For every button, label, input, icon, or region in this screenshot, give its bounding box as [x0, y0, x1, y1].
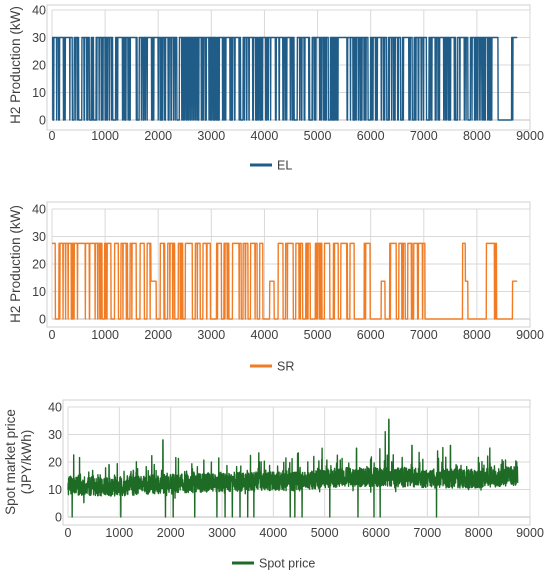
- legend: SR: [250, 360, 294, 374]
- x-tick-label: 1000: [105, 526, 133, 540]
- x-tick-label: 1000: [91, 328, 119, 342]
- y-tick-label: 20: [48, 456, 62, 470]
- series-line-sr: [51, 242, 518, 320]
- y-tick-label: 40: [48, 401, 62, 415]
- y-axis-label: H2 Production (kW): [8, 205, 23, 323]
- x-tick-label: 6000: [357, 328, 385, 342]
- y-tick-label: 0: [39, 114, 46, 128]
- x-tick-label: 3000: [197, 328, 225, 342]
- x-tick-label: 9000: [516, 129, 544, 143]
- x-tick-label: 6000: [357, 129, 385, 143]
- x-tick-label: 0: [49, 328, 56, 342]
- y-tick-label: 30: [32, 230, 46, 244]
- legend-label: EL: [277, 159, 292, 173]
- x-tick-label: 2000: [144, 129, 172, 143]
- x-tick-label: 4000: [251, 129, 279, 143]
- y-tick-label: 0: [39, 313, 46, 327]
- chart-panel-2: 0 10 20 30 40 0 1000 2000 3000 4000 5000 6000 7000 80…: [8, 201, 544, 374]
- y-tick-label: 40: [32, 203, 46, 217]
- series-line-el: [51, 36, 518, 121]
- x-tick-label: 7000: [410, 129, 438, 143]
- x-tick-label: 4000: [251, 328, 279, 342]
- x-tick-label: 7000: [410, 328, 438, 342]
- x-tick-label: 7000: [413, 526, 441, 540]
- y-axis-label: Spot market price(JPY/kWh): [3, 409, 34, 515]
- x-tick-label: 8000: [463, 328, 491, 342]
- x-tick-label: 8000: [465, 526, 493, 540]
- series-line-spot-price: [67, 418, 519, 518]
- x-tick-label: 3000: [197, 129, 225, 143]
- x-tick-label: 4000: [259, 526, 287, 540]
- y-tick-label: 10: [32, 86, 46, 100]
- legend: EL: [250, 159, 292, 173]
- y-tick-label: 20: [32, 258, 46, 272]
- y-tick-label: 30: [48, 428, 62, 442]
- y-tick-label: 30: [32, 31, 46, 45]
- legend: Spot price: [232, 557, 315, 571]
- x-tick-label: 5000: [304, 129, 332, 143]
- x-tick-label: 6000: [362, 526, 390, 540]
- x-tick-label: 9000: [516, 526, 544, 540]
- x-tick-label: 0: [65, 526, 72, 540]
- legend-label: Spot price: [259, 557, 315, 571]
- y-tick-label: 40: [32, 4, 46, 18]
- x-tick-label: 2000: [144, 328, 172, 342]
- y-tick-label: 10: [48, 483, 62, 497]
- legend-label: SR: [277, 360, 294, 374]
- y-tick-label: 10: [32, 285, 46, 299]
- chart-panel-1: 0 10 20 30 40 0 1000 2000 3000 4000 5000 6000 7000 80…: [8, 4, 544, 173]
- x-tick-label: 5000: [304, 328, 332, 342]
- x-tick-label: 5000: [311, 526, 339, 540]
- x-tick-label: 8000: [463, 129, 491, 143]
- y-tick-label: 0: [55, 511, 62, 525]
- y-tick-label: 20: [32, 59, 46, 73]
- y-axis-label: H2 Production (kW): [8, 6, 23, 124]
- x-tick-label: 2000: [157, 526, 185, 540]
- x-tick-label: 9000: [516, 328, 544, 342]
- y-axis-label-line-2: (JPY/kWh): [19, 430, 34, 495]
- x-tick-label: 0: [49, 129, 56, 143]
- y-axis-label-line-1: Spot market price: [3, 409, 18, 515]
- x-tick-label: 1000: [91, 129, 119, 143]
- x-tick-label: 3000: [208, 526, 236, 540]
- chart-panel-3: 0 10 20 30 40 0 1000 2000 3000 4000 5000 6000 7000 80…: [3, 399, 544, 571]
